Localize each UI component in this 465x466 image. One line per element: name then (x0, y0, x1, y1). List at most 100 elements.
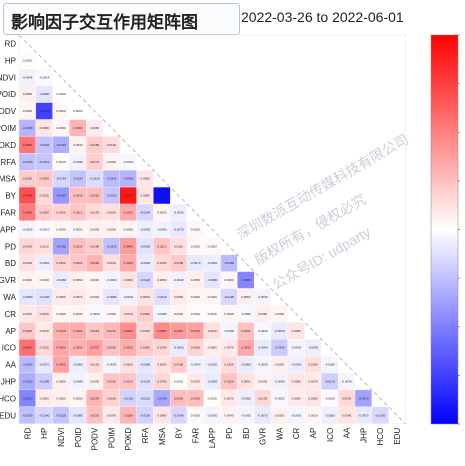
cell-value-label: 0.0410 (174, 329, 184, 333)
cell-value-label: -0.0120 (90, 177, 101, 181)
cell-value-label: 0.0010 (174, 379, 184, 383)
cell-value-label: -0.0040 (174, 278, 185, 282)
cell-value-label: 0.0230 (107, 346, 117, 350)
cell-value-label: 0.0100 (308, 363, 318, 367)
cell-value-label: 0.0400 (124, 244, 134, 248)
cell-value-label: 0.0020 (191, 227, 201, 231)
cell-value-label: 0.0310 (56, 329, 66, 333)
cell-value-label: 0.0160 (56, 261, 66, 265)
cell-value-label: 0.0050 (157, 278, 167, 282)
cell-value-label: 0.0360 (56, 363, 66, 367)
cell-value-label: 0.0190 (140, 346, 150, 350)
col-tick-label: PD (225, 427, 234, 438)
cell-value-label: -0.0100 (140, 379, 151, 383)
cell-value-label: -0.0130 (224, 295, 235, 299)
cell-value-label: -0.0080 (140, 363, 151, 367)
row-tick-label: PD (5, 242, 16, 251)
cell-value-label: -0.0050 (207, 261, 218, 265)
cell-value-label: -0.0050 (39, 261, 50, 265)
cell-value-label: -0.0030 (258, 363, 269, 367)
cell-value-label: 0.0020 (224, 278, 234, 282)
cell-value-label: -0.0080 (39, 92, 50, 96)
col-tick-label: AP (309, 428, 318, 439)
cell-value-label: 0.0060 (90, 126, 100, 130)
col-tick-label: EDU (393, 427, 402, 444)
col-tick-label: POKD (124, 427, 133, 450)
cell-value-label: 0.0070 (224, 396, 234, 400)
cell-value-label: 0.1070 (124, 194, 134, 198)
cell-value-label: -0.0230 (22, 160, 33, 164)
row-tick-label: ICO (2, 344, 16, 353)
row-tick-label: AA (5, 361, 16, 370)
cell-value-label: 0.0070 (107, 413, 117, 417)
cell-value-label: -0.0500 (241, 278, 252, 282)
cell-value-label: 0.0130 (258, 396, 268, 400)
col-tick-label: WA (275, 427, 284, 440)
cell-value-label: -0.0050 (207, 363, 218, 367)
cell-value-label: 0.0190 (174, 261, 184, 265)
cell-value-label: -0.0030 (22, 227, 33, 231)
cell-value-label: 0.0010 (208, 396, 218, 400)
cell-value-label: 0.0020 (56, 312, 66, 316)
col-tick-label: AA (343, 427, 352, 438)
cell-value-label: 0.0030 (174, 312, 184, 316)
col-tick-label: MSA (158, 427, 167, 445)
cell-value-label: 0.0010 (191, 312, 201, 316)
cell-value-label: 0.0240 (73, 194, 83, 198)
cell-value-label: 0.0050 (56, 396, 66, 400)
cell-value-label: -0.0150 (140, 413, 151, 417)
cell-value-label: -0.1120 (157, 194, 167, 198)
cell-value-label: 0.0180 (40, 210, 50, 214)
cell-value-label: 0.0030 (90, 278, 100, 282)
cell-value-label: -0.0320 (22, 379, 33, 383)
cell-value-label: 0.0120 (224, 363, 234, 367)
cell-value-label: -0.0030 (258, 295, 269, 299)
cell-value-label: 0.0210 (107, 379, 117, 383)
cell-value-label: 0.0460 (124, 329, 134, 333)
cell-value-label: 0.0210 (73, 210, 83, 214)
cell-value-label: -0.0420 (56, 194, 67, 198)
cell-value-label: -0.0030 (224, 329, 235, 333)
colorbar (430, 34, 459, 425)
row-tick-label: LAPP (0, 225, 16, 234)
cell-value-label: -0.0060 (174, 346, 185, 350)
cell-value-label: 0.0350 (56, 346, 66, 350)
row-tick-label: JHP (1, 377, 16, 386)
cell-value-label: -0.0510 (22, 396, 33, 400)
cell-value-label: 0.0020 (107, 312, 117, 316)
cell-value-label: -0.0030 (291, 346, 302, 350)
row-tick-label: POKD (0, 141, 16, 150)
cell-value-label: -0.0044 (22, 75, 33, 79)
cell-value-label: -0.0140 (56, 177, 67, 181)
cell-value-label: 0.0270 (107, 329, 117, 333)
cell-value-label: -0.0020 (274, 396, 285, 400)
cell-value-label: 0.0120 (107, 143, 117, 147)
row-tick-label: WA (3, 293, 16, 302)
cell-value-label: 0.0080 (292, 379, 302, 383)
cell-value-label: 0.0100 (124, 363, 134, 367)
cell-value-label: 0.0080 (157, 413, 167, 417)
cell-value-label: -0.0060 (207, 379, 218, 383)
cell-value-label: 0.0130 (140, 329, 150, 333)
cell-value-label: -0.0050 (241, 396, 252, 400)
cell-value-label: 0.0050 (208, 346, 218, 350)
col-tick-label: PODV (91, 427, 100, 450)
cell-value-label: -0.0340 (157, 396, 168, 400)
cell-value-label: 0.0070 (224, 346, 234, 350)
row-tick-label: BY (5, 192, 16, 201)
cell-value-label: 0.0000 (73, 109, 83, 113)
cell-value-label: 0.0130 (90, 210, 100, 214)
cell-value-label: 0.0020 (191, 413, 201, 417)
cell-value-label: -0.0260 (224, 261, 235, 265)
cell-value-label: 0.0010 (23, 58, 33, 62)
heatmap-cell (371, 406, 389, 424)
col-tick-label: ICO (326, 428, 335, 442)
cell-value-label: -0.0170 (325, 379, 336, 383)
cell-value-label: 0.0150 (191, 346, 201, 350)
cell-value-label: -0.0080 (106, 295, 117, 299)
cell-value-label: -0.0030 (342, 379, 353, 383)
col-tick-label: GVR (259, 427, 268, 445)
cell-value-label: -0.0030 (157, 312, 168, 316)
cell-value-label: 0.0030 (73, 312, 83, 316)
cell-value-label: -0.0014 (39, 75, 50, 79)
